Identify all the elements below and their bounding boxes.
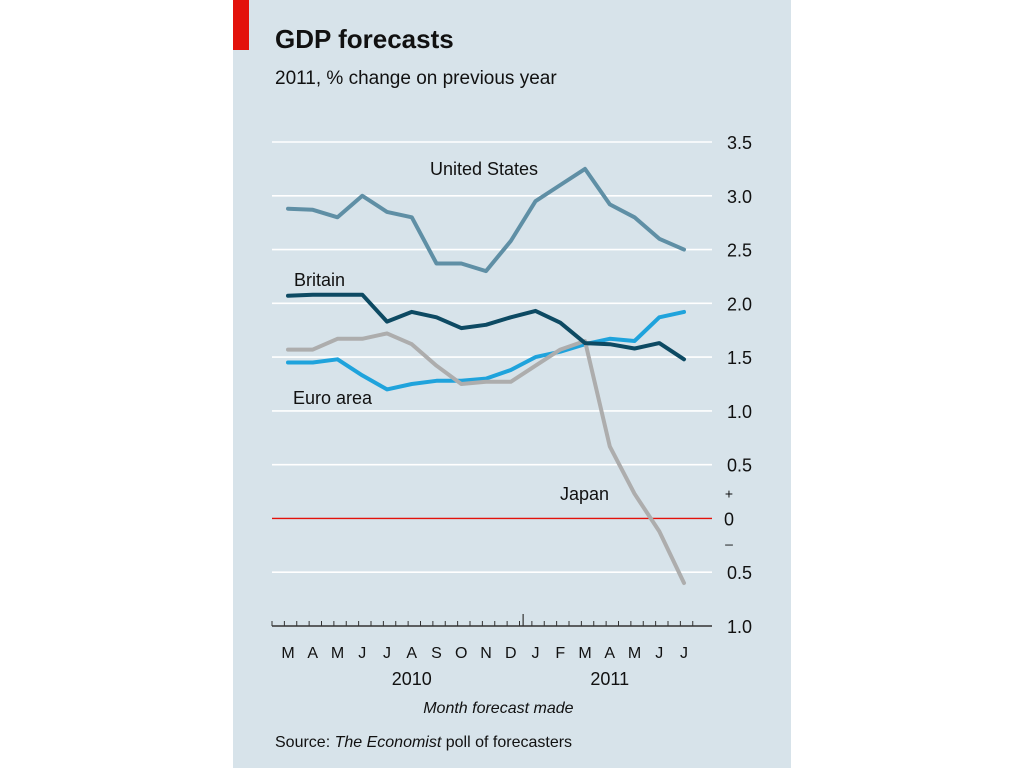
y-tick-label: 3.0 [727, 187, 752, 207]
y-tick-label: 2.0 [727, 294, 752, 314]
x-tick-label: A [406, 645, 417, 662]
x-tick-label: O [455, 645, 467, 662]
series-line-britain [286, 292, 686, 362]
series-label-euro-area: Euro area [293, 388, 373, 408]
x-axis-title: Month forecast made [423, 700, 573, 717]
y-tick-label: 3.5 [727, 133, 752, 153]
chart-subtitle: 2011, % change on previous year [275, 68, 557, 89]
y-tick-label: 0.5 [727, 456, 752, 476]
axes [271, 614, 712, 627]
series-line-japan [286, 331, 686, 585]
source-suffix: poll of forecasters [441, 734, 573, 751]
series-line-euro-area [286, 309, 686, 392]
source-note: Source: The Economist poll of forecaster… [275, 734, 572, 752]
x-tick-label: A [604, 645, 615, 662]
negative-sign-label: – [725, 535, 733, 551]
chart-panel [233, 0, 791, 768]
positive-sign-label: + [725, 485, 733, 501]
x-tick-label: J [358, 645, 366, 662]
series-label-japan: Japan [560, 484, 609, 504]
y-tick-label: 0.5 [727, 563, 752, 583]
y-tick-label: 1.5 [727, 348, 752, 368]
y-tick-label: 1.0 [727, 617, 752, 637]
x-tick-label: J [680, 645, 688, 662]
source-publication: The Economist [334, 734, 442, 751]
series-lines [286, 166, 686, 585]
x-tick-label: D [505, 645, 517, 662]
y-tick-label: 0 [724, 509, 734, 529]
year-label: 2010 [392, 669, 432, 689]
x-tick-label: M [628, 645, 641, 662]
gridlines [272, 141, 712, 574]
x-tick-label: M [331, 645, 344, 662]
accent-bar [233, 0, 249, 50]
x-tick-label: N [480, 645, 492, 662]
source-prefix: Source: [275, 734, 335, 751]
series-line-united-states [286, 166, 686, 274]
x-tick-label: F [555, 645, 565, 662]
chart-title: GDP forecasts [275, 24, 454, 54]
series-label-united-states: United States [430, 159, 538, 179]
y-tick-label: 2.5 [727, 241, 752, 261]
x-tick-label: J [532, 645, 540, 662]
y-tick-label: 1.0 [727, 402, 752, 422]
year-label: 2011 [590, 669, 629, 689]
x-tick-label: M [281, 645, 294, 662]
x-tick-label: M [578, 645, 591, 662]
x-tick-label: J [383, 645, 391, 662]
x-tick-label: A [307, 645, 318, 662]
labels: 3.53.02.52.01.51.00.50.51.00+–M A M J J A S O N D… [281, 133, 752, 717]
x-tick-label: S [431, 645, 442, 662]
series-label-britain: Britain [294, 270, 345, 290]
x-tick-label: J [655, 645, 663, 662]
